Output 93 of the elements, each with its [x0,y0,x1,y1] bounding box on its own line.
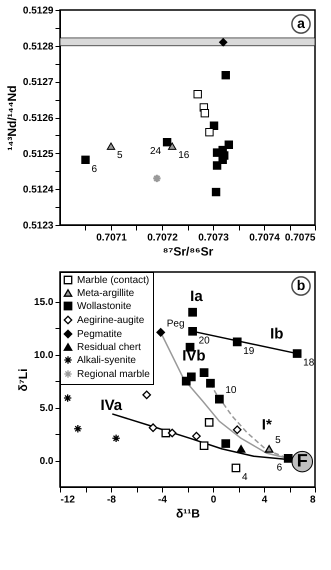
point [218,156,227,164]
annotation: Ia [190,288,204,306]
point [193,90,202,98]
legend-label: Meta-argillite [77,288,135,299]
x-tick-label: 0 [210,494,217,506]
annotation: 10 [225,385,237,396]
point [152,174,162,184]
legend-label: Pegmatite [77,329,122,340]
x-tick-label: 0.7075 [284,232,316,244]
y-tick-label: 0.5128 [22,41,54,52]
y-tick-label: 0.0 [40,456,54,468]
annotation: 4 [242,472,248,483]
point [168,428,177,438]
legend-label: Wollastonite [77,301,132,312]
point [186,372,196,382]
point [162,138,172,146]
point [221,439,230,448]
point [224,140,234,149]
point [292,349,302,358]
y-tick-label: 0.5127 [22,77,54,88]
legend-label: Marble (contact) [77,275,150,286]
legend-label: Alkali-syenite [77,355,136,366]
x-tick-label: 8 [310,494,316,506]
annotation: I* [262,416,272,434]
annotation: 5 [275,434,282,446]
y-axis-title: δ⁷Li [16,368,30,392]
y-tick-label: 0.5129 [22,6,54,16]
x-tick-label: 0.7074 [249,232,280,244]
point [232,425,242,434]
y-axis-title: ¹⁴³Nd/¹⁴⁴Nd [4,85,19,151]
point [161,428,170,438]
annotation: a [297,15,306,31]
point [200,108,210,118]
annotation: 24 [150,146,162,158]
point [205,128,214,136]
point [112,434,120,443]
point [156,328,166,337]
x-tick-label: -8 [107,494,116,506]
annotation: 5 [117,150,123,162]
annotation: 20 [198,335,210,346]
legend-label: Aegirine-augite [77,315,145,326]
point [81,156,90,164]
point [106,142,116,150]
point [200,368,208,377]
x-tick-label: 0.7073 [198,232,230,244]
point [148,423,158,432]
x-tick-label: 4 [262,494,268,506]
point [212,188,220,196]
x-tick-label: 0.7072 [147,232,178,244]
y-tick-label: 5.0 [40,403,54,414]
series-label: F [296,450,308,471]
point [222,71,230,80]
y-tick-label: 15.0 [34,297,54,308]
point [188,326,197,336]
annotation: b [296,277,306,293]
y-tick-label: 0.5123 [22,220,54,232]
x-tick-label: 0.7071 [96,232,128,244]
annotation: IVb [182,348,206,365]
x-tick-label: -4 [158,494,168,506]
point [73,424,82,434]
point [236,445,246,453]
point [192,432,201,441]
y-tick-label: 0.5125 [22,148,54,160]
legend-label: Regional marble [77,369,150,380]
x-tick-label: -12 [60,494,76,506]
point [204,418,214,427]
point [200,441,208,450]
annotation: IVa [100,397,123,414]
x-axis-title: δ¹¹B [176,506,200,520]
y-tick-label: 0.5124 [22,184,54,196]
point [232,464,240,472]
point [63,394,72,402]
point [215,394,224,404]
annotation: Peg [166,318,185,330]
point [284,454,293,463]
annotation: 6 [92,164,98,175]
legend-label: Residual chert [77,342,142,353]
point [188,308,197,317]
point [206,378,215,388]
point [168,142,176,150]
y-tick-label: 10.0 [34,350,54,362]
annotation: Ib [270,325,284,342]
point [142,390,152,400]
point [232,338,242,346]
point [212,161,222,170]
annotation: 19 [243,346,255,357]
y-tick-label: 0.5126 [22,113,54,124]
x-axis-title: ⁸⁷Sr/⁸⁶Sr [162,244,214,258]
point [264,445,274,453]
point [218,38,228,46]
annotation: 6 [276,462,283,474]
annotation: 16 [178,150,190,162]
annotation: 18 [303,358,315,369]
